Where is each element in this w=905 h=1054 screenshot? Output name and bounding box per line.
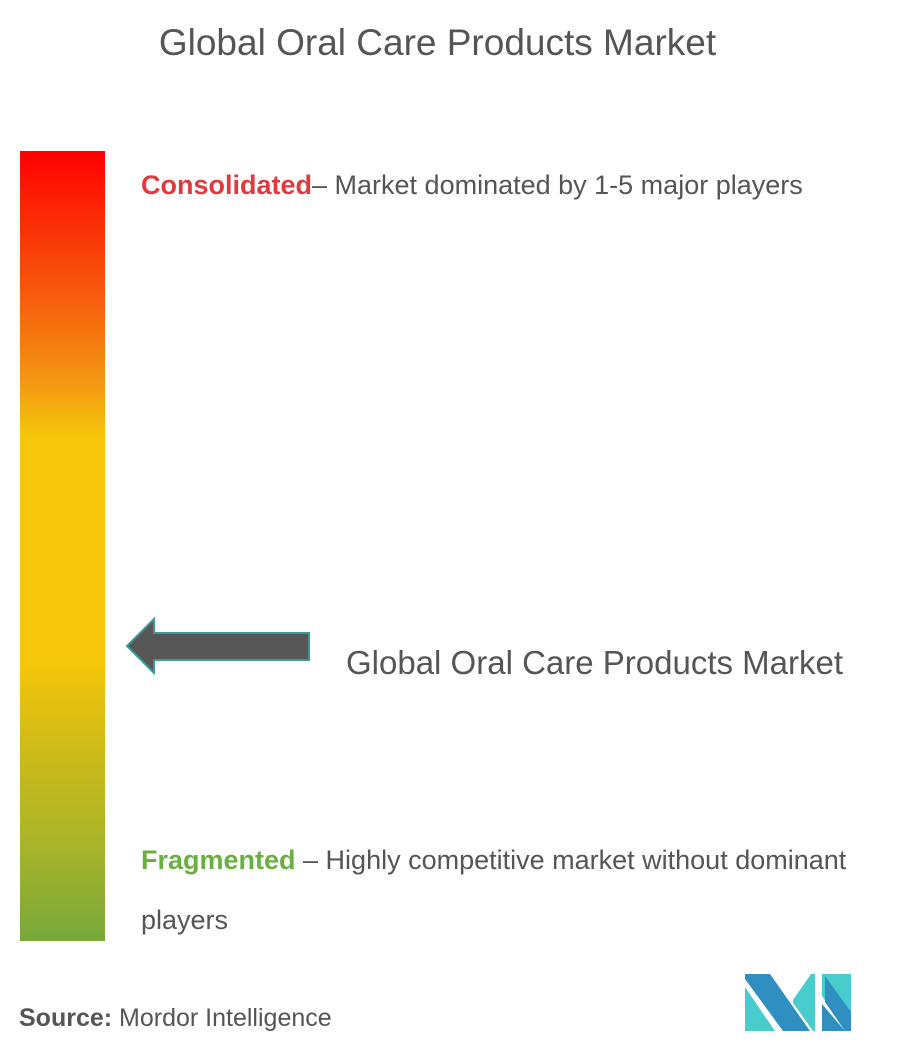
source-credit: Source: Mordor Intelligence bbox=[19, 1004, 332, 1033]
arrow-left-icon bbox=[125, 616, 310, 676]
source-text: Mordor Intelligence bbox=[112, 1004, 332, 1032]
fragmented-text: – Highly competitive market without domi… bbox=[141, 845, 847, 935]
consolidated-label: Consolidated bbox=[141, 170, 313, 200]
fragmented-label: Fragmented bbox=[141, 845, 296, 875]
consolidated-text: – Market dominated by 1-5 major players bbox=[312, 170, 803, 200]
page-title: Global Oral Care Products Market bbox=[158, 22, 717, 63]
source-label: Source: bbox=[19, 1004, 113, 1032]
market-marker-label: Global Oral Care Products Market bbox=[346, 644, 844, 681]
fragmented-description: Fragmented – Highly competitive market w… bbox=[141, 830, 861, 950]
concentration-gradient-bar bbox=[20, 151, 105, 941]
consolidated-description: Consolidated– Market dominated by 1-5 ma… bbox=[141, 155, 841, 215]
mordor-intelligence-logo bbox=[745, 974, 851, 1031]
